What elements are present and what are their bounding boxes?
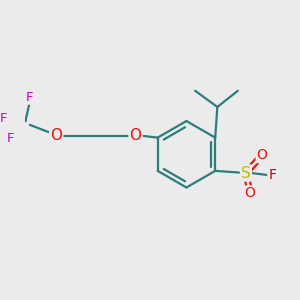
Text: F: F: [7, 132, 14, 145]
Text: O: O: [245, 187, 256, 200]
Text: F: F: [0, 112, 7, 125]
Text: F: F: [26, 91, 34, 104]
Text: O: O: [50, 128, 62, 143]
Text: O: O: [257, 148, 268, 162]
Text: O: O: [130, 128, 142, 143]
Text: S: S: [241, 166, 251, 181]
Text: F: F: [268, 168, 276, 182]
